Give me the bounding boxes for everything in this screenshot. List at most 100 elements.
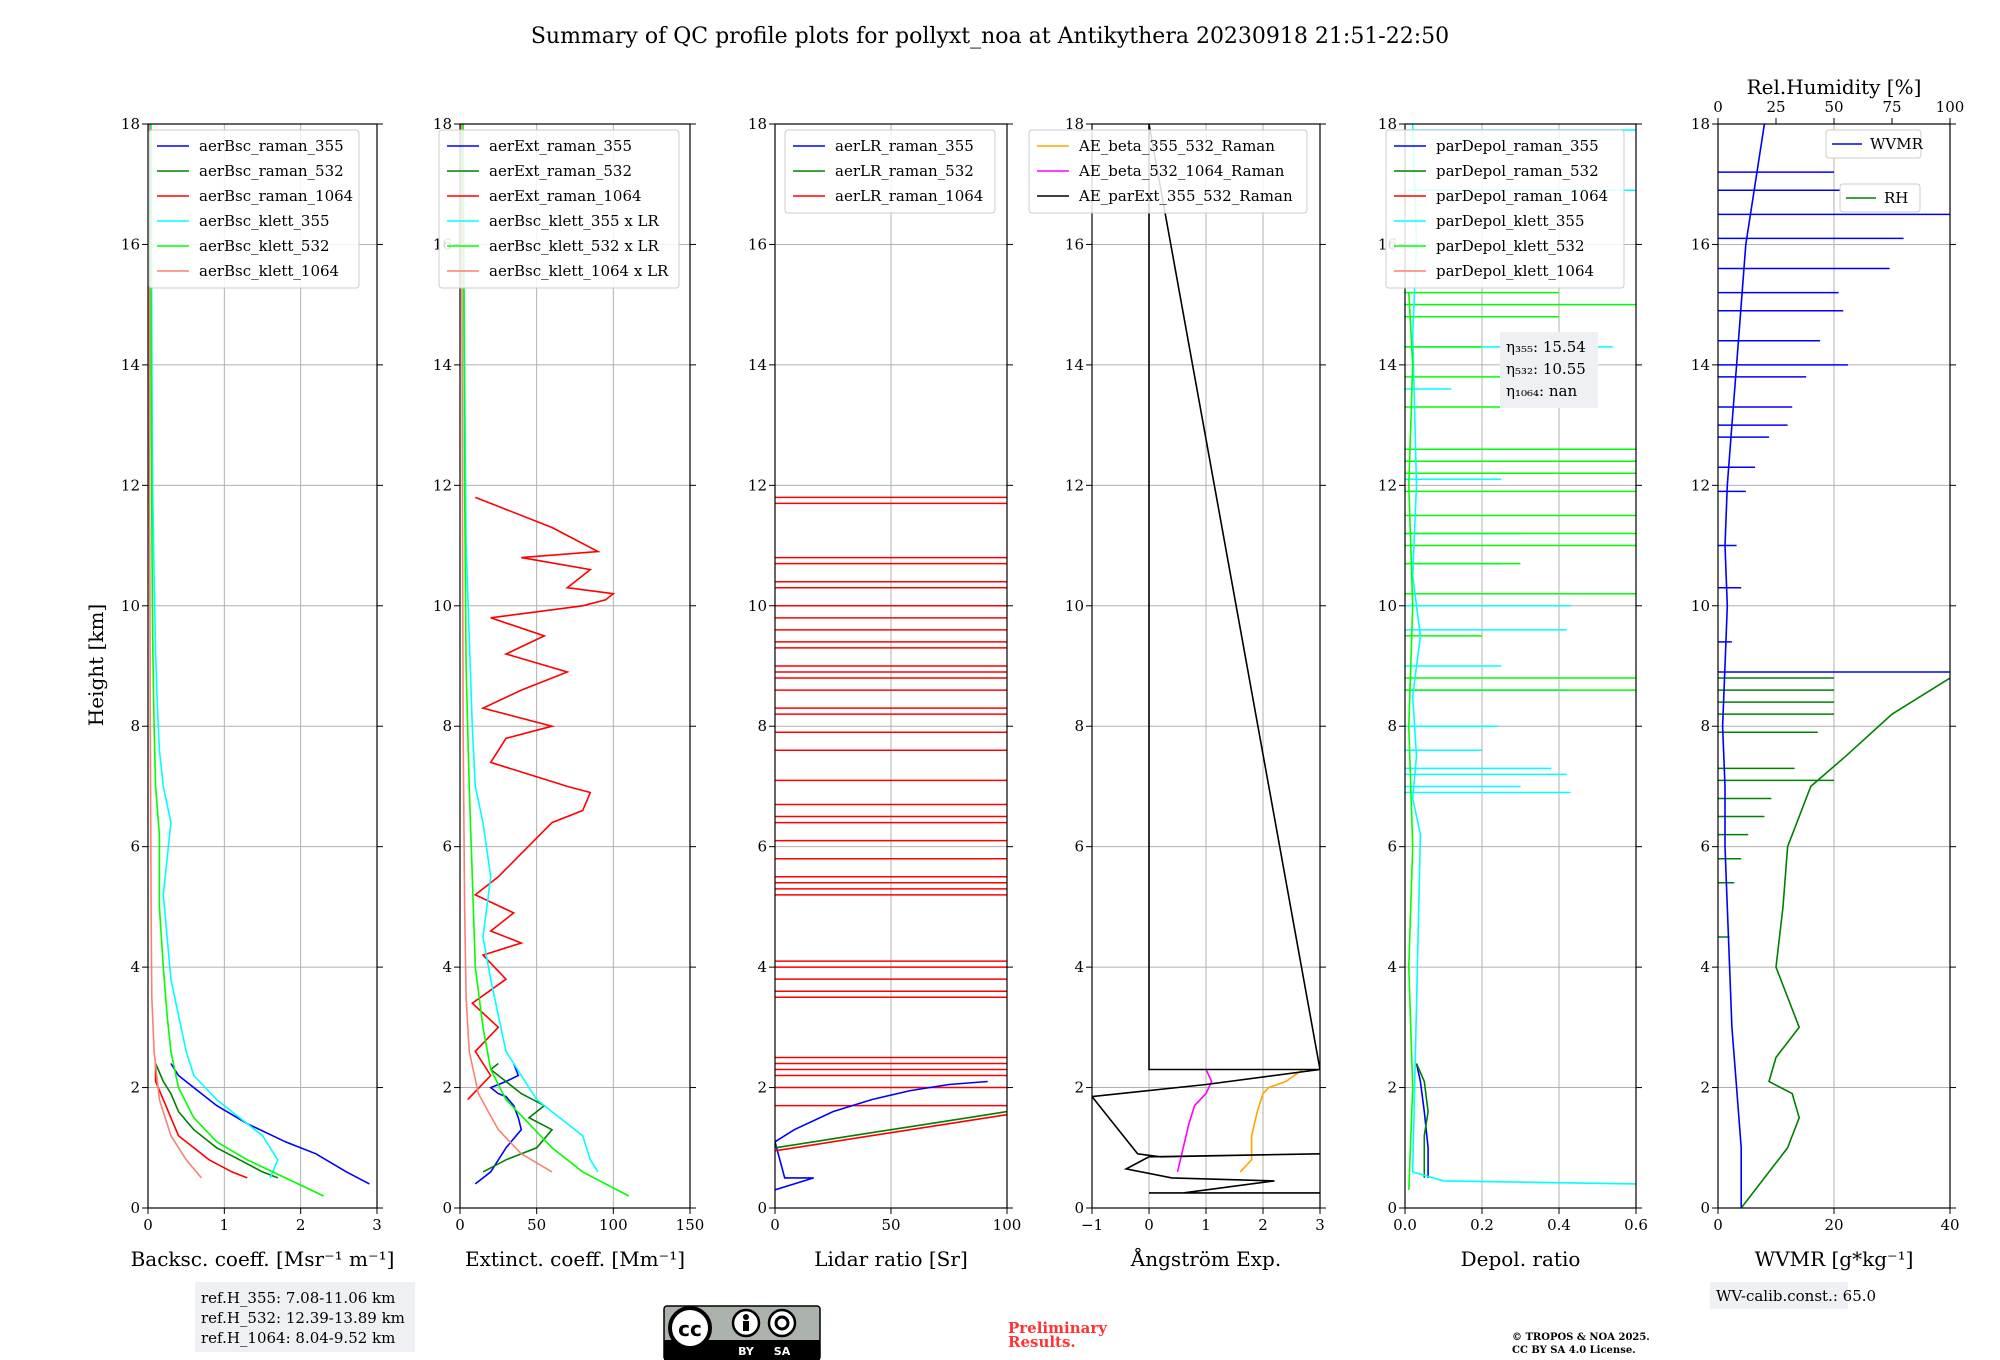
preliminary-line-1: Preliminary [1008,1319,1108,1337]
plot-area [148,124,370,1197]
legend-label: AE_parExt_355_532_Raman [1078,187,1293,205]
legend-label: aerLR_raman_355 [835,137,974,155]
x-tick-label: 40 [1940,1216,1959,1234]
legend-box [784,129,996,214]
legend-label: parDepol_klett_355 [1436,212,1585,230]
copyright-line-1: © TROPOS & NOA 2025. [1512,1332,1650,1343]
series-line-aerLR_raman_355 [775,1080,988,1191]
y-tick-label: 18 [1378,115,1397,133]
series-line-parDepol_raman_532 [1415,1063,1429,1178]
x-tick-label: 0 [1144,1216,1154,1234]
plot-area [460,124,630,1197]
x-tick-label: 150 [676,1216,705,1234]
by-person-head [743,1314,749,1320]
legend-label: aerExt_raman_532 [489,162,632,180]
series-line-aerLR_raman_532 [775,1110,1007,1149]
y-tick-label: 0 [442,1199,452,1217]
series-line-WVMR [1721,124,1766,1208]
y-tick-label: 6 [1700,838,1710,856]
y-tick-label: 10 [1691,597,1710,615]
y-tick-label: 6 [1074,838,1084,856]
legend-label: parDepol_klett_1064 [1436,262,1594,280]
eta-355: η₃₅₅: 15.54 [1506,338,1586,356]
x-tick-label: 0.0 [1393,1216,1417,1234]
legend-label: aerBsc_klett_355 x LR [489,212,660,230]
x-tick-label: 2 [1258,1216,1268,1234]
legend-label: parDepol_raman_355 [1436,137,1599,155]
axes-frame [774,123,1008,1209]
eta-background [1500,332,1598,408]
x-axis-label: Lidar ratio [Sr] [814,1247,968,1271]
series-line-aerBsc_raman_532 [154,1063,279,1179]
legend-wv: WVMR RH [1825,129,1924,213]
panel-depol: 0.00.20.40.6024681012141618Depol. ratiop… [1378,115,1648,1271]
y-tick-label: 12 [1065,476,1084,494]
legend-box [148,129,360,289]
series-line-aerBsc_klett_355 x LR [462,124,599,1173]
y-tick-label: 2 [442,1079,452,1097]
legend-label: parDepol_raman_1064 [1436,187,1608,205]
x-axis-label: Depol. ratio [1461,1247,1581,1271]
legend-box [1385,129,1625,289]
y-tick-label: 0 [1700,1199,1710,1217]
x-axis-label: Ångström Exp. [1130,1246,1281,1271]
legend-label: aerLR_raman_532 [835,162,974,180]
ref-height-532: ref.H_532: 12.39-13.89 km [201,1309,405,1327]
panel-wv: 0 20 40 0 2 4 6 8 10 12 14 16 18 WVMR [g*kg⁻¹] 0 25 50 75… [1691,75,1964,1271]
sa-label: SA [774,1345,791,1358]
legend-box [1839,183,1921,213]
by-label: BY [738,1345,755,1358]
y-tick-label: 4 [1387,958,1397,976]
y-tick-label: 10 [433,597,452,615]
legend-label: AE_beta_355_532_Raman [1078,137,1275,155]
x-tick-label: 1 [220,1216,230,1234]
y-tick-label: 0 [1074,1199,1084,1217]
y-tick-label: 12 [1378,476,1397,494]
plot-area [775,496,1007,1191]
plot-area [1718,124,1950,1208]
plot-area [1092,124,1320,1194]
y-tick-label: 8 [442,717,452,735]
series-line-aerBsc_klett_532 x LR [462,124,630,1197]
series-line-parDepol_klett_532 [1407,292,1414,1190]
x-tick-label: 0.4 [1547,1216,1571,1234]
y-tick-label: 6 [1387,838,1397,856]
x-tick-label: 3 [372,1216,382,1234]
ref-height-1064: ref.H_1064: 8.04-9.52 km [201,1329,395,1347]
legend-label: parDepol_klett_532 [1436,237,1585,255]
y-tick-label: 4 [442,958,452,976]
eta-532: η₅₃₂: 10.55 [1506,360,1586,378]
x-tick-label: 0 [143,1216,153,1234]
sa-icon-arrow [774,1315,790,1331]
x2-tick-label: 100 [1936,98,1965,116]
series-line-RH [1740,677,1950,1208]
y-tick-label: 18 [748,115,767,133]
y-tick-label: 18 [1691,115,1710,133]
legend-label: WVMR [1870,135,1924,153]
legend-label: aerBsc_klett_532 x LR [489,237,660,255]
x-tick-label: 2 [296,1216,306,1234]
x-tick-label: 100 [599,1216,628,1234]
legend-box [1825,129,1922,159]
copyright-line-2: CC BY SA 4.0 License. [1512,1345,1636,1356]
y-axis-label: Height [km] [84,604,108,726]
y-tick-label: 10 [748,597,767,615]
ref-heights-box: ref.H_355: 7.08-11.06 km ref.H_532: 12.3… [195,1282,415,1352]
y-tick-label: 14 [121,356,140,374]
panel-lr: 0 50 100 0 2 4 6 8 10 12 14 16 18 Lidar ratio [Sr] aer… [748,115,1021,1271]
series-line-aerBsc_klett_1064 x LR [460,124,553,1173]
y-tick-label: 16 [748,235,767,253]
y-tick-label: 10 [1065,597,1084,615]
series-line-aerBsc_raman_355 [170,1063,370,1185]
legend-ext: aerExt_raman_355 aerExt_raman_532 aerExt_r… [438,129,680,289]
x-tick-label: 50 [527,1216,546,1234]
legend-label: parDepol_raman_532 [1436,162,1599,180]
x-tick-label: 0.2 [1470,1216,1494,1234]
series-line-AE_parExt_355_532_Raman [1092,124,1320,1194]
ref-height-355: ref.H_355: 7.08-11.06 km [201,1289,395,1307]
x-tick-label: −1 [1081,1216,1103,1234]
x-tick-label: 100 [993,1216,1022,1234]
series-line-aerBsc_klett_532 [149,124,324,1197]
